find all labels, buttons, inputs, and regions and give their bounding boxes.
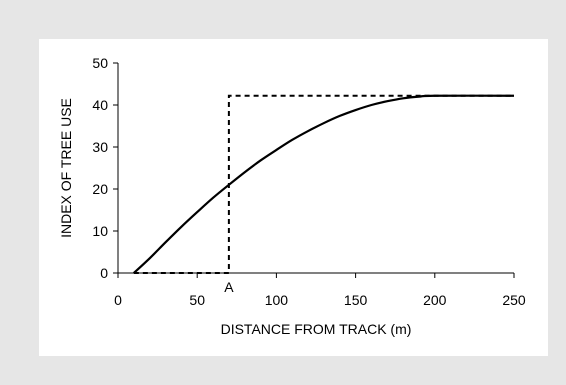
y-tick-label: 50 — [92, 55, 108, 71]
x-tick-label: 100 — [265, 292, 289, 308]
chart-panel — [39, 39, 548, 356]
y-axis-title: INDEX OF TREE USE — [58, 98, 74, 238]
x-ticks: 0 50 100 150 200 250 — [114, 273, 526, 308]
series-layer — [133, 94, 515, 274]
x-tick-label: 0 — [114, 292, 122, 308]
x-tick-label: 200 — [423, 292, 447, 308]
y-tick-label: 10 — [92, 223, 108, 239]
annotations-layer: A — [224, 279, 234, 295]
y-tick-label: 0 — [100, 265, 108, 281]
y-ticks: 0 10 20 30 40 50 — [92, 55, 118, 281]
y-tick-label: 40 — [92, 97, 108, 113]
x-axis-title: DISTANCE FROM TRACK (m) — [221, 321, 412, 337]
series-curve-line — [133, 94, 515, 274]
y-tick-label: 20 — [92, 181, 108, 197]
series-step-dashed-line — [133, 94, 514, 274]
x-tick-label: 250 — [502, 292, 526, 308]
x-tick-label: 150 — [344, 292, 368, 308]
y-tick-label: 30 — [92, 139, 108, 155]
x-tick-label: 50 — [189, 292, 205, 308]
annotation-label: A — [224, 279, 234, 295]
axes — [117, 63, 514, 274]
